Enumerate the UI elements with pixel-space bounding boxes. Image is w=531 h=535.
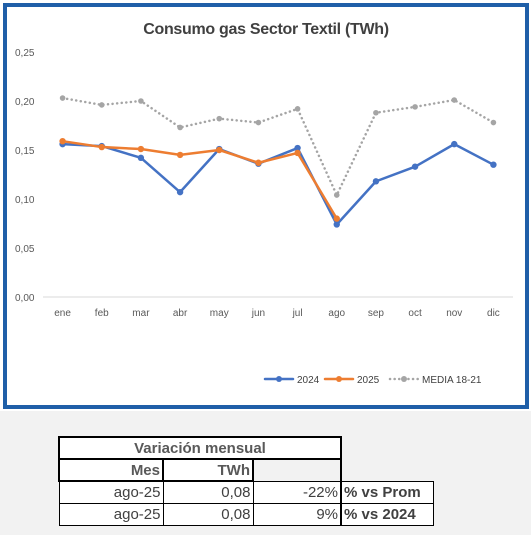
legend-label: 2024 (297, 375, 320, 386)
x-tick-label: may (210, 308, 229, 319)
data-point (333, 192, 340, 198)
series-line (61, 142, 495, 226)
x-tick-label: oct (408, 308, 422, 319)
blank-cell (341, 437, 433, 459)
table-title: Variación mensual (58, 436, 342, 460)
data-point (294, 144, 301, 152)
row-twh: 0,08 (162, 480, 254, 504)
x-tick-label: jul (292, 308, 303, 319)
series-line (61, 96, 495, 197)
header-twh: TWh (162, 458, 254, 482)
chart-title: Consumo gas Sector Textil (TWh) (143, 21, 389, 38)
data-point (59, 137, 66, 145)
chart-frame: Consumo gas Sector Textil (TWh) 0,00 0,05… (3, 3, 529, 409)
data-point (176, 188, 184, 196)
data-point (451, 97, 458, 103)
x-tick-label: dic (487, 308, 500, 319)
data-point (451, 140, 458, 148)
y-tick-label: 0,20 (15, 97, 35, 108)
x-tick-label: jun (251, 308, 265, 319)
line-chart: 0,00 0,05 0,10 0,15 0,20 0,25 ene feb mar abr may j… (15, 48, 513, 386)
data-point (255, 119, 262, 126)
x-tick-label: nov (446, 308, 462, 319)
row-pct: -22% (252, 480, 342, 504)
data-point (333, 221, 340, 228)
data-point (216, 146, 223, 154)
header-mes: Mes (58, 458, 164, 482)
data-point (333, 215, 340, 222)
y-tick-label: 0,05 (15, 244, 35, 255)
data-point (138, 98, 144, 104)
data-point (216, 115, 223, 122)
data-point (137, 145, 145, 153)
row-twh: 0,08 (162, 502, 254, 526)
legend-marker (336, 376, 342, 382)
x-tick-label: ene (54, 308, 71, 319)
variation-panel: Variación mensual Mes TWh ago-25 0,08 -2… (0, 411, 531, 535)
data-point (294, 149, 301, 157)
data-point (372, 178, 380, 185)
table-row: ago-25 0,08 -22% % vs Prom (58, 480, 434, 504)
y-tick-label: 0,00 (15, 293, 35, 304)
legend-label: MEDIA 18-21 (422, 375, 482, 386)
data-point (98, 102, 105, 108)
legend-marker (401, 376, 407, 382)
data-point (177, 124, 183, 131)
row-mes: ago-25 (58, 502, 164, 526)
data-point (490, 119, 497, 126)
y-tick-label: 0,15 (15, 146, 35, 157)
data-point (137, 154, 145, 162)
x-tick-label: abr (173, 308, 188, 319)
legend-label: 2025 (357, 375, 380, 386)
data-point (255, 159, 262, 166)
x-tick-label: ago (328, 308, 345, 319)
table-row: ago-25 0,08 9% % vs 2024 (58, 502, 434, 526)
blank-cell (253, 459, 342, 481)
variation-table: Variación mensual Mes TWh ago-25 0,08 -2… (58, 436, 434, 526)
legend-marker (276, 376, 282, 382)
data-point (412, 104, 418, 110)
y-tick-label: 0,10 (15, 195, 35, 206)
x-tick-label: feb (95, 308, 109, 319)
row-label: % vs 2024 (340, 502, 434, 526)
data-point (98, 143, 105, 151)
data-point (411, 163, 419, 170)
row-label: % vs Prom (340, 480, 434, 504)
x-tick-label: sep (368, 308, 385, 319)
row-mes: ago-25 (58, 480, 164, 504)
series-line (61, 139, 338, 220)
data-point (294, 106, 301, 112)
data-point (490, 161, 497, 168)
y-tick-label: 0,25 (15, 48, 35, 59)
x-tick-label: mar (132, 308, 150, 319)
blank-cell (341, 459, 433, 481)
data-point (373, 109, 379, 116)
row-pct: 9% (252, 502, 342, 526)
data-point (176, 151, 184, 159)
data-point (59, 95, 66, 101)
